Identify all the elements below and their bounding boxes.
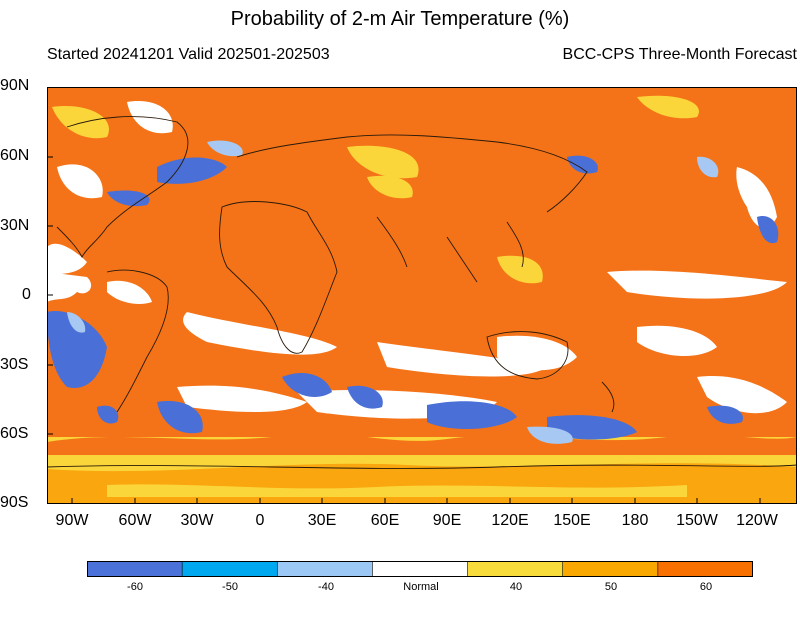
coastline-australia (486, 331, 569, 380)
yellow-area-alaska (52, 106, 109, 139)
lon-ticks (71, 498, 761, 504)
cold-area-northeast-pacific (757, 216, 779, 244)
forecast-source: BCC-CPS Three-Month Forecast (562, 46, 797, 63)
coastline-africa (219, 201, 338, 354)
normal-area-north-pacific (736, 167, 777, 228)
lon-label-120e: 120E (491, 512, 529, 529)
colorbar-cell-50 (562, 561, 659, 577)
lat-ticks (47, 87, 53, 504)
lon-label-30w: 30W (180, 512, 214, 529)
coastline-antarctica (47, 464, 797, 469)
lon-label-30e: 30E (307, 512, 337, 529)
lon-label-90w: 90W (55, 512, 89, 529)
colorbar-cell-minus60 (87, 561, 183, 577)
colorbar-label-normal: Normal (403, 581, 439, 593)
normal-area-australia (497, 335, 577, 371)
coastline-eurasia (236, 134, 588, 213)
lon-label-150w: 150W (676, 512, 718, 529)
cold-area-south-atlantic (157, 401, 203, 434)
lat-label-30s: 30S (0, 356, 29, 373)
colorbar-cell-minus50 (181, 561, 279, 577)
forecast-dates: Started 20241201 Valid 202501-202503 (47, 46, 330, 63)
cold-area-north-atlantic (157, 157, 227, 184)
yellow-area-central-asia (347, 145, 419, 179)
probability-map (47, 87, 797, 504)
colorbar-label-50: 50 (604, 581, 618, 593)
lat-label-60s: 60S (0, 425, 29, 442)
colorbar-label-minus40: -40 (318, 581, 334, 593)
lon-label-150e: 150E (553, 512, 591, 529)
chart-title: Probability of 2-m Air Temperature (%) (230, 8, 570, 30)
normal-area-caribbean (47, 243, 87, 277)
lon-label-120w: 120W (736, 512, 778, 529)
lon-label-180: 180 (621, 512, 649, 529)
lon-label-0: 0 (255, 512, 265, 529)
normal-area-south-atlantic (183, 312, 337, 355)
lat-label-60n: 60N (0, 147, 30, 164)
colorbar-label-minus60: -60 (127, 581, 143, 593)
lon-label-90e: 90E (432, 512, 462, 529)
cold-area-indian-ocean (427, 401, 517, 429)
colorbar-label-60: 60 (699, 581, 713, 593)
cold-area-south-pacific (47, 311, 107, 388)
normal-area-indian-ocean (377, 342, 547, 377)
lat-label-30n: 30N (0, 217, 30, 234)
lat-label-90s: 90S (0, 494, 29, 511)
normal-area-east-pacific (607, 270, 787, 299)
lat-label-equator: 0 (22, 286, 31, 303)
southern-ocean-orange (47, 433, 797, 455)
colorbar-cell-60 (657, 561, 753, 577)
colorbar (87, 561, 753, 577)
colorbar-cell-40 (467, 561, 564, 577)
colorbar-label-minus50: -50 (222, 581, 238, 593)
colorbar-cell-normal (372, 561, 469, 577)
colorbar-label-40: 40 (509, 581, 523, 593)
lon-label-60e: 60E (370, 512, 400, 529)
coastlines (47, 116, 797, 469)
lon-label-60w: 60W (118, 512, 152, 529)
normal-area-amazon (107, 280, 152, 304)
lat-label-90n: 90N (0, 77, 30, 94)
colorbar-cell-minus40 (276, 561, 374, 577)
